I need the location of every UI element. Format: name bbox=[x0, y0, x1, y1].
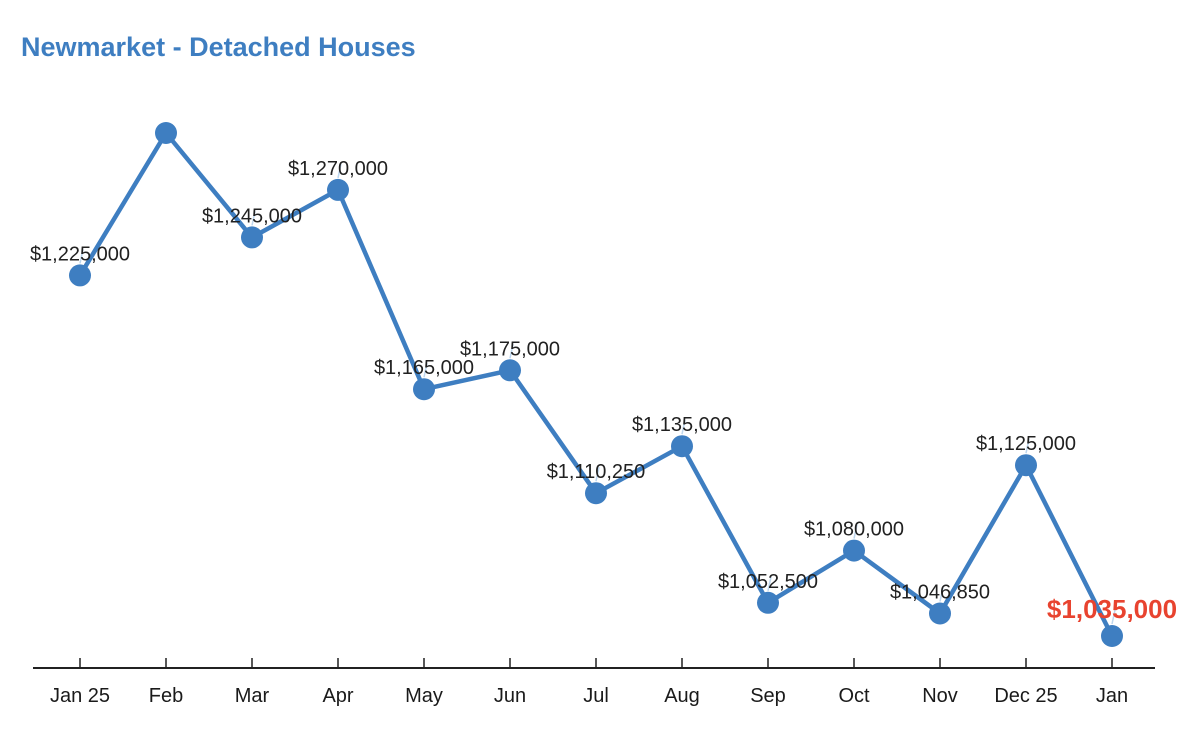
label-leader-line bbox=[1025, 439, 1030, 454]
label-leader-line bbox=[595, 467, 600, 482]
x-axis-label: Dec 25 bbox=[994, 685, 1057, 707]
data-point-label: $1,225,000 bbox=[30, 243, 130, 265]
data-point-marker bbox=[1101, 625, 1123, 647]
x-axis-label: Mar bbox=[235, 685, 270, 707]
label-leader-line bbox=[853, 524, 858, 539]
label-leader-line bbox=[1111, 609, 1116, 625]
data-point-marker bbox=[843, 539, 865, 562]
x-axis-label: Jun bbox=[494, 685, 526, 707]
x-axis-label: Feb bbox=[149, 685, 183, 707]
data-point-marker bbox=[327, 178, 349, 201]
highlighted-data-point-label: $1,035,000 bbox=[1047, 594, 1177, 624]
data-point-marker bbox=[929, 602, 951, 625]
chart-title: Newmarket - Detached Houses bbox=[21, 32, 416, 62]
label-leader-line bbox=[337, 163, 342, 179]
x-axis-label: May bbox=[405, 685, 443, 707]
data-point-marker bbox=[671, 435, 693, 458]
label-leader-line bbox=[423, 363, 428, 378]
label-leader-line bbox=[251, 211, 256, 226]
x-axis-label: Aug bbox=[664, 685, 700, 707]
x-axis-label: Jan bbox=[1096, 685, 1128, 707]
data-point-label: $1,080,000 bbox=[804, 519, 904, 541]
data-point-label: $1,110,250 bbox=[547, 461, 646, 483]
data-point-label: $1,165,000 bbox=[374, 357, 474, 379]
x-axis-label: Apr bbox=[322, 685, 353, 707]
data-point-marker bbox=[155, 122, 177, 144]
data-point-label: $1,245,000 bbox=[202, 205, 302, 227]
data-point-label: $1,135,000 bbox=[632, 414, 732, 436]
label-leader-line bbox=[509, 344, 514, 359]
x-axis-label: Nov bbox=[922, 685, 958, 707]
label-leader-line bbox=[79, 249, 84, 264]
data-point-marker bbox=[1015, 454, 1037, 477]
data-point-label: $1,052,500 bbox=[718, 571, 818, 593]
data-point-label: $1,270,000 bbox=[288, 158, 388, 180]
data-point-marker bbox=[757, 591, 779, 614]
data-point-label: $1,175,000 bbox=[460, 338, 560, 360]
data-point-label: $1,125,000 bbox=[976, 433, 1076, 455]
x-axis-label: Jul bbox=[583, 685, 609, 707]
x-axis-label: Jan 25 bbox=[50, 685, 110, 707]
data-point-marker bbox=[585, 482, 607, 505]
data-point-label: $1,046,850 bbox=[890, 582, 990, 604]
label-leader-line bbox=[939, 587, 944, 602]
x-axis-label: Sep bbox=[750, 685, 786, 707]
label-leader-line bbox=[681, 420, 686, 435]
label-leader-line bbox=[767, 576, 772, 591]
data-point-marker bbox=[413, 378, 435, 401]
data-point-marker bbox=[499, 359, 521, 382]
data-point-marker bbox=[69, 264, 91, 287]
data-point-marker bbox=[241, 226, 263, 249]
x-axis-label: Oct bbox=[838, 685, 870, 707]
